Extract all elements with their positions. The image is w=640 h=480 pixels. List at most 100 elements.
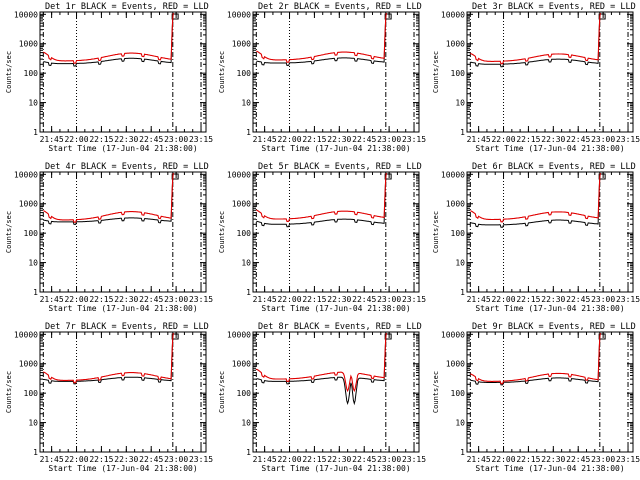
x-axis-label: Start Time (17-Jun-04 21:38:00) (475, 464, 624, 473)
chart-title: Det 2r BLACK = Events, RED = LLD (258, 2, 422, 12)
x-tick-label: 23:00 (377, 295, 401, 304)
x-tick-label: 22:00 (277, 455, 301, 464)
x-axis-label: Start Time (17-Jun-04 21:38:00) (261, 464, 410, 473)
events-series-line (256, 173, 387, 228)
x-tick-label: 23:00 (164, 455, 188, 464)
y-tick-label: 1000 (19, 200, 38, 209)
x-tick-label: 22:30 (541, 455, 565, 464)
y-tick-label: 10000 (227, 330, 251, 339)
x-tick-label: 21:45 (40, 455, 64, 464)
y-tick-label: 10 (28, 419, 38, 428)
events-series-line (43, 333, 174, 385)
x-tick-label: 21:45 (467, 295, 491, 304)
y-tick-label: 10000 (441, 10, 465, 19)
rise-marker-box (598, 173, 606, 180)
x-axis-label: Start Time (17-Jun-04 21:38:00) (475, 304, 624, 313)
x-tick-label: 23:00 (591, 455, 615, 464)
rise-marker-box (384, 173, 392, 180)
x-tick-label: 22:45 (139, 295, 163, 304)
x-tick-label: 22:00 (491, 295, 515, 304)
chart-panel-3: Det 3r BLACK = Events, RED = LLD 1 10 100 10… (432, 2, 640, 153)
y-tick-label: 1 (460, 128, 465, 137)
y-tick-label: 10 (241, 99, 251, 108)
events-series-line (470, 13, 601, 68)
y-axis-label: Counts/sec (218, 371, 226, 413)
events-series-line (256, 333, 387, 406)
x-tick-label: 23:15 (402, 295, 426, 304)
y-tick-label: 10000 (227, 10, 251, 19)
x-tick-label: 22:00 (64, 455, 88, 464)
x-tick-label: 23:00 (591, 295, 615, 304)
chart-title: Det 3r BLACK = Events, RED = LLD (472, 2, 636, 12)
lld-series-line (470, 13, 601, 65)
x-tick-label: 21:45 (253, 135, 277, 144)
x-tick-label: 22:00 (64, 295, 88, 304)
y-tick-label: 100 (237, 229, 252, 238)
plot-frame (252, 331, 420, 453)
x-tick-label: 23:15 (616, 295, 640, 304)
y-axis-label: Counts/sec (5, 211, 13, 253)
lld-series-line (43, 333, 174, 384)
y-tick-label: 10000 (14, 170, 38, 179)
x-tick-label: 22:45 (566, 295, 590, 304)
plot-frame (39, 11, 207, 133)
x-tick-label: 23:15 (402, 455, 426, 464)
x-tick-label: 22:45 (139, 455, 163, 464)
x-tick-label: 22:45 (352, 135, 376, 144)
plot-frame (252, 171, 420, 293)
x-tick-label: 23:15 (616, 135, 640, 144)
y-tick-label: 10000 (441, 330, 465, 339)
y-axis-label: Counts/sec (5, 371, 13, 413)
y-tick-label: 100 (24, 229, 39, 238)
x-tick-label: 22:15 (302, 295, 326, 304)
x-tick-label: 22:00 (491, 135, 515, 144)
chart-panel-6: Det 6r BLACK = Events, RED = LLD 1 10 100 10… (432, 162, 640, 313)
x-tick-label: 22:00 (277, 295, 301, 304)
x-tick-label: 22:15 (516, 295, 540, 304)
x-tick-label: 22:30 (327, 295, 351, 304)
events-series-line (470, 333, 601, 386)
x-axis-label: Start Time (17-Jun-04 21:38:00) (475, 144, 624, 153)
chart-panel-4: Det 4r BLACK = Events, RED = LLD 1 10 100 10… (5, 162, 213, 313)
y-tick-label: 1 (33, 448, 38, 457)
y-tick-label: 10000 (14, 330, 38, 339)
x-tick-label: 22:00 (277, 135, 301, 144)
rise-marker-box (171, 173, 179, 180)
x-tick-label: 21:45 (40, 135, 64, 144)
x-tick-label: 21:45 (253, 295, 277, 304)
rise-marker-box (171, 333, 179, 340)
x-tick-label: 22:30 (114, 455, 138, 464)
events-series-line (43, 13, 174, 67)
x-tick-label: 22:30 (327, 455, 351, 464)
events-series-line (470, 173, 601, 228)
x-tick-label: 21:45 (40, 295, 64, 304)
y-tick-label: 10000 (14, 10, 38, 19)
rise-marker-box (384, 13, 392, 20)
y-tick-label: 10000 (441, 170, 465, 179)
y-tick-label: 1000 (446, 200, 465, 209)
y-axis-label: Counts/sec (432, 51, 440, 93)
lld-series-line (256, 13, 387, 63)
rise-marker-box (171, 13, 179, 20)
events-series-line (256, 13, 387, 67)
plot-frame (39, 171, 207, 293)
lld-series-line (43, 173, 174, 223)
plot-frame (466, 331, 634, 453)
x-tick-label: 23:15 (189, 455, 213, 464)
chart-title: Det 1r BLACK = Events, RED = LLD (45, 2, 209, 12)
x-tick-label: 23:15 (616, 455, 640, 464)
y-tick-label: 1 (246, 128, 251, 137)
lld-series-line (470, 173, 601, 223)
y-tick-label: 100 (451, 229, 466, 238)
x-tick-label: 23:00 (377, 135, 401, 144)
y-tick-label: 1 (460, 288, 465, 297)
y-tick-label: 10 (455, 419, 465, 428)
y-tick-label: 1000 (446, 360, 465, 369)
plot-frame (39, 331, 207, 453)
x-tick-label: 22:45 (566, 135, 590, 144)
y-tick-label: 1000 (19, 40, 38, 49)
x-axis-label: Start Time (17-Jun-04 21:38:00) (48, 144, 197, 153)
y-tick-label: 1000 (232, 40, 251, 49)
events-series-line (43, 173, 174, 225)
y-tick-label: 10 (455, 99, 465, 108)
